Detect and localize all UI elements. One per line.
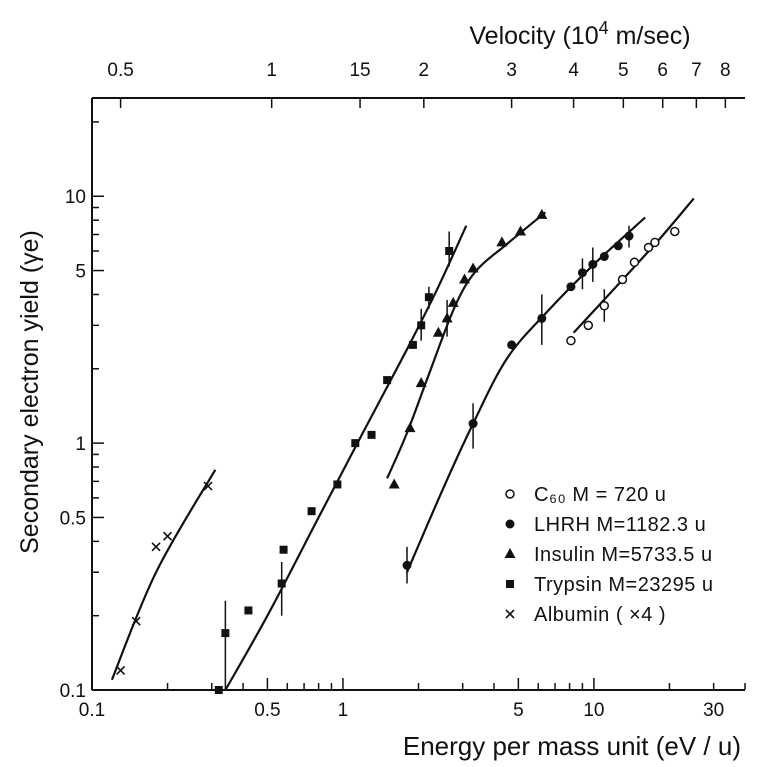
marker-triangle	[441, 312, 453, 323]
marker-triangle	[432, 326, 444, 337]
marker-cross	[131, 616, 141, 626]
marker-square	[367, 430, 376, 439]
top-tick-label: 1	[266, 60, 277, 81]
marker-triangle	[467, 262, 479, 273]
marker-open-circle	[583, 320, 594, 331]
marker-filled-circle	[402, 560, 412, 570]
top-tick-label: 15	[349, 60, 370, 81]
marker-filled-circle	[613, 241, 623, 251]
x-tick-label: 10	[583, 700, 604, 721]
marker-filled-circle	[468, 419, 478, 429]
marker-square	[307, 507, 316, 516]
marker-triangle	[388, 478, 400, 489]
data-markers	[116, 208, 680, 694]
y-tick-label: 1	[75, 434, 86, 455]
x-tick-label: 0.5	[254, 700, 280, 721]
marker-open-circle	[650, 237, 660, 248]
marker-square	[417, 321, 426, 330]
marker-filled-circle	[566, 282, 576, 292]
marker-square	[221, 629, 230, 638]
plot-frame	[91, 97, 745, 691]
marker-open-circle	[670, 226, 680, 237]
marker-filled-circle	[505, 519, 515, 529]
axis-ticks	[91, 98, 746, 691]
marker-cross	[151, 542, 161, 552]
marker-open-circle	[599, 301, 610, 311]
y-tick-label: 0.5	[60, 508, 86, 529]
legend: C₆₀ M = 720 u LHRH M=1182.3 u Insulin M=57…	[504, 484, 714, 626]
marker-triangle	[515, 225, 527, 236]
x-tick-label: 0.1	[79, 700, 105, 721]
marker-square	[351, 439, 360, 448]
marker-filled-circle	[599, 252, 609, 262]
marker-square	[506, 580, 514, 588]
marker-filled-circle	[507, 340, 517, 350]
x-tick-label: 1	[338, 700, 349, 721]
y-axis-label: Secondary electron yield (γe)	[16, 230, 44, 554]
marker-cross	[162, 531, 173, 541]
marker-square	[383, 376, 392, 385]
top-tick-label: 6	[657, 60, 668, 81]
legend-label: Insulin M=5733.5 u	[534, 544, 713, 566]
marker-triangle	[458, 273, 470, 284]
legend-label: Albumin ( ×4 )	[534, 604, 666, 626]
marker-triangle	[536, 208, 548, 219]
marker-cross	[116, 665, 126, 676]
top-tick-label: 3	[506, 60, 517, 81]
marker-triangle	[404, 422, 416, 433]
marker-filled-circle	[624, 231, 634, 241]
fit-curve-square	[224, 225, 468, 691]
marker-square	[424, 293, 433, 302]
marker-cross	[203, 481, 213, 491]
marker-filled-circle	[577, 268, 587, 278]
top-tick-label: 0.5	[107, 60, 133, 81]
marker-filled-circle	[537, 313, 547, 323]
x-tick-label: 5	[513, 700, 524, 721]
marker-open-circle	[566, 335, 576, 346]
marker-filled-circle	[588, 259, 598, 269]
y-tick-label: 0.1	[60, 681, 86, 702]
marker-triangle	[415, 377, 427, 388]
top-axis-label: Velocity (104 m/sec)	[469, 18, 690, 50]
marker-square	[333, 480, 342, 489]
marker-open-circle	[617, 274, 628, 285]
marker-triangle	[504, 548, 516, 558]
marker-triangle	[447, 296, 459, 307]
marker-open-circle	[643, 242, 654, 253]
marker-square	[277, 579, 286, 588]
marker-cross	[505, 609, 515, 619]
marker-square	[214, 686, 223, 694]
legend-label: LHRH M=1182.3 u	[534, 514, 706, 536]
marker-square	[279, 545, 288, 554]
marker-open-circle	[629, 257, 640, 268]
top-tick-label: 2	[419, 60, 430, 81]
x-tick-label: 30	[703, 700, 724, 721]
top-tick-label: 8	[720, 60, 731, 81]
top-tick-label: 5	[618, 60, 629, 81]
x-axis-label: Energy per mass unit (eV / u)	[403, 731, 741, 761]
legend-label: C₆₀ M = 720 u	[534, 484, 666, 506]
y-tick-label: 5	[75, 262, 86, 283]
marker-square	[445, 247, 454, 256]
fit-curve-cross	[110, 469, 217, 681]
marker-square	[408, 340, 417, 349]
legend-label: Trypsin M=23295 u	[534, 574, 714, 596]
top-tick-label: 4	[568, 60, 579, 81]
marker-triangle	[496, 236, 508, 247]
top-tick-label: 7	[691, 60, 702, 81]
y-tick-label: 10	[65, 187, 86, 208]
marker-open-circle	[505, 489, 515, 499]
marker-square	[244, 606, 253, 615]
